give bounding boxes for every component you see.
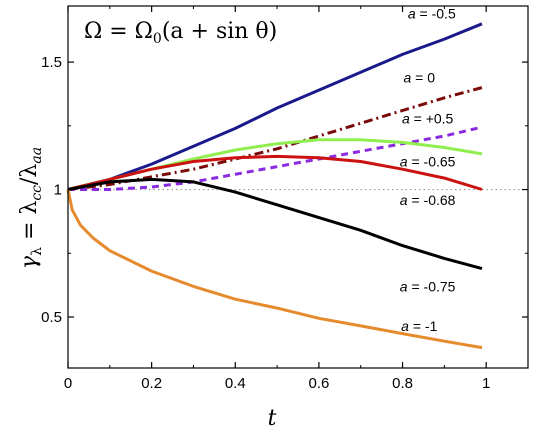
x-tick-label: 0.8 [392, 375, 413, 392]
series-label-6: a = -1 [401, 318, 437, 334]
y-label-eq: = λ [17, 201, 42, 247]
series-label-2: a = +0.5 [402, 110, 454, 126]
plot-frame [67, 5, 529, 369]
y-tick-label: 1 [54, 182, 62, 199]
x-tick-label: 0.6 [308, 375, 329, 392]
equation-annotation: Ω = Ω0(a + sin θ) [84, 19, 277, 47]
series-line-4 [67, 154, 483, 191]
series-line-0 [67, 22, 483, 191]
series-label-1: a = 0 [403, 69, 435, 85]
series-label-5: a = -0.75 [400, 279, 456, 295]
y-label-den-sub: aa [29, 147, 45, 164]
equation-lhs: Ω = Ω [84, 19, 153, 44]
y-tick-label: 0.5 [41, 309, 62, 326]
y-tick-label: 1.5 [41, 54, 62, 71]
series-line-2 [68, 125, 483, 191]
series-label-0: a = -0.5 [408, 6, 456, 22]
y-label-num-sub: cc [29, 185, 45, 201]
equation-subscript: 0 [153, 31, 162, 47]
x-tick-label: 0.2 [141, 375, 162, 392]
x-axis-label: t [268, 406, 277, 431]
series-line-6 [66, 189, 483, 350]
series-layer [66, 22, 483, 350]
x-tick-label: 0.4 [225, 375, 246, 392]
x-tick-label: 1 [482, 375, 490, 392]
series-label-3: a = -0.65 [400, 154, 456, 170]
x-tick-label: 0 [64, 375, 72, 392]
y-label-slash: /λ [17, 164, 42, 185]
equation-rhs: (a + sin θ) [162, 19, 277, 44]
tick-layer: 0 0.2 0.4 0.6 0.8 1 0.5 1 1.5 [41, 6, 529, 392]
series-label-4: a = -0.68 [400, 192, 456, 208]
series-label-layer: a = -0.5 a = 0 a = +0.5 a = -0.65 a = -0.68 a… [400, 6, 456, 334]
y-label-gamma: γ [17, 255, 42, 269]
series-line-5 [67, 177, 483, 271]
y-label-gamma-sub: λ [29, 247, 45, 256]
y-axis-label: γλ = λcc/λaa [17, 147, 45, 269]
